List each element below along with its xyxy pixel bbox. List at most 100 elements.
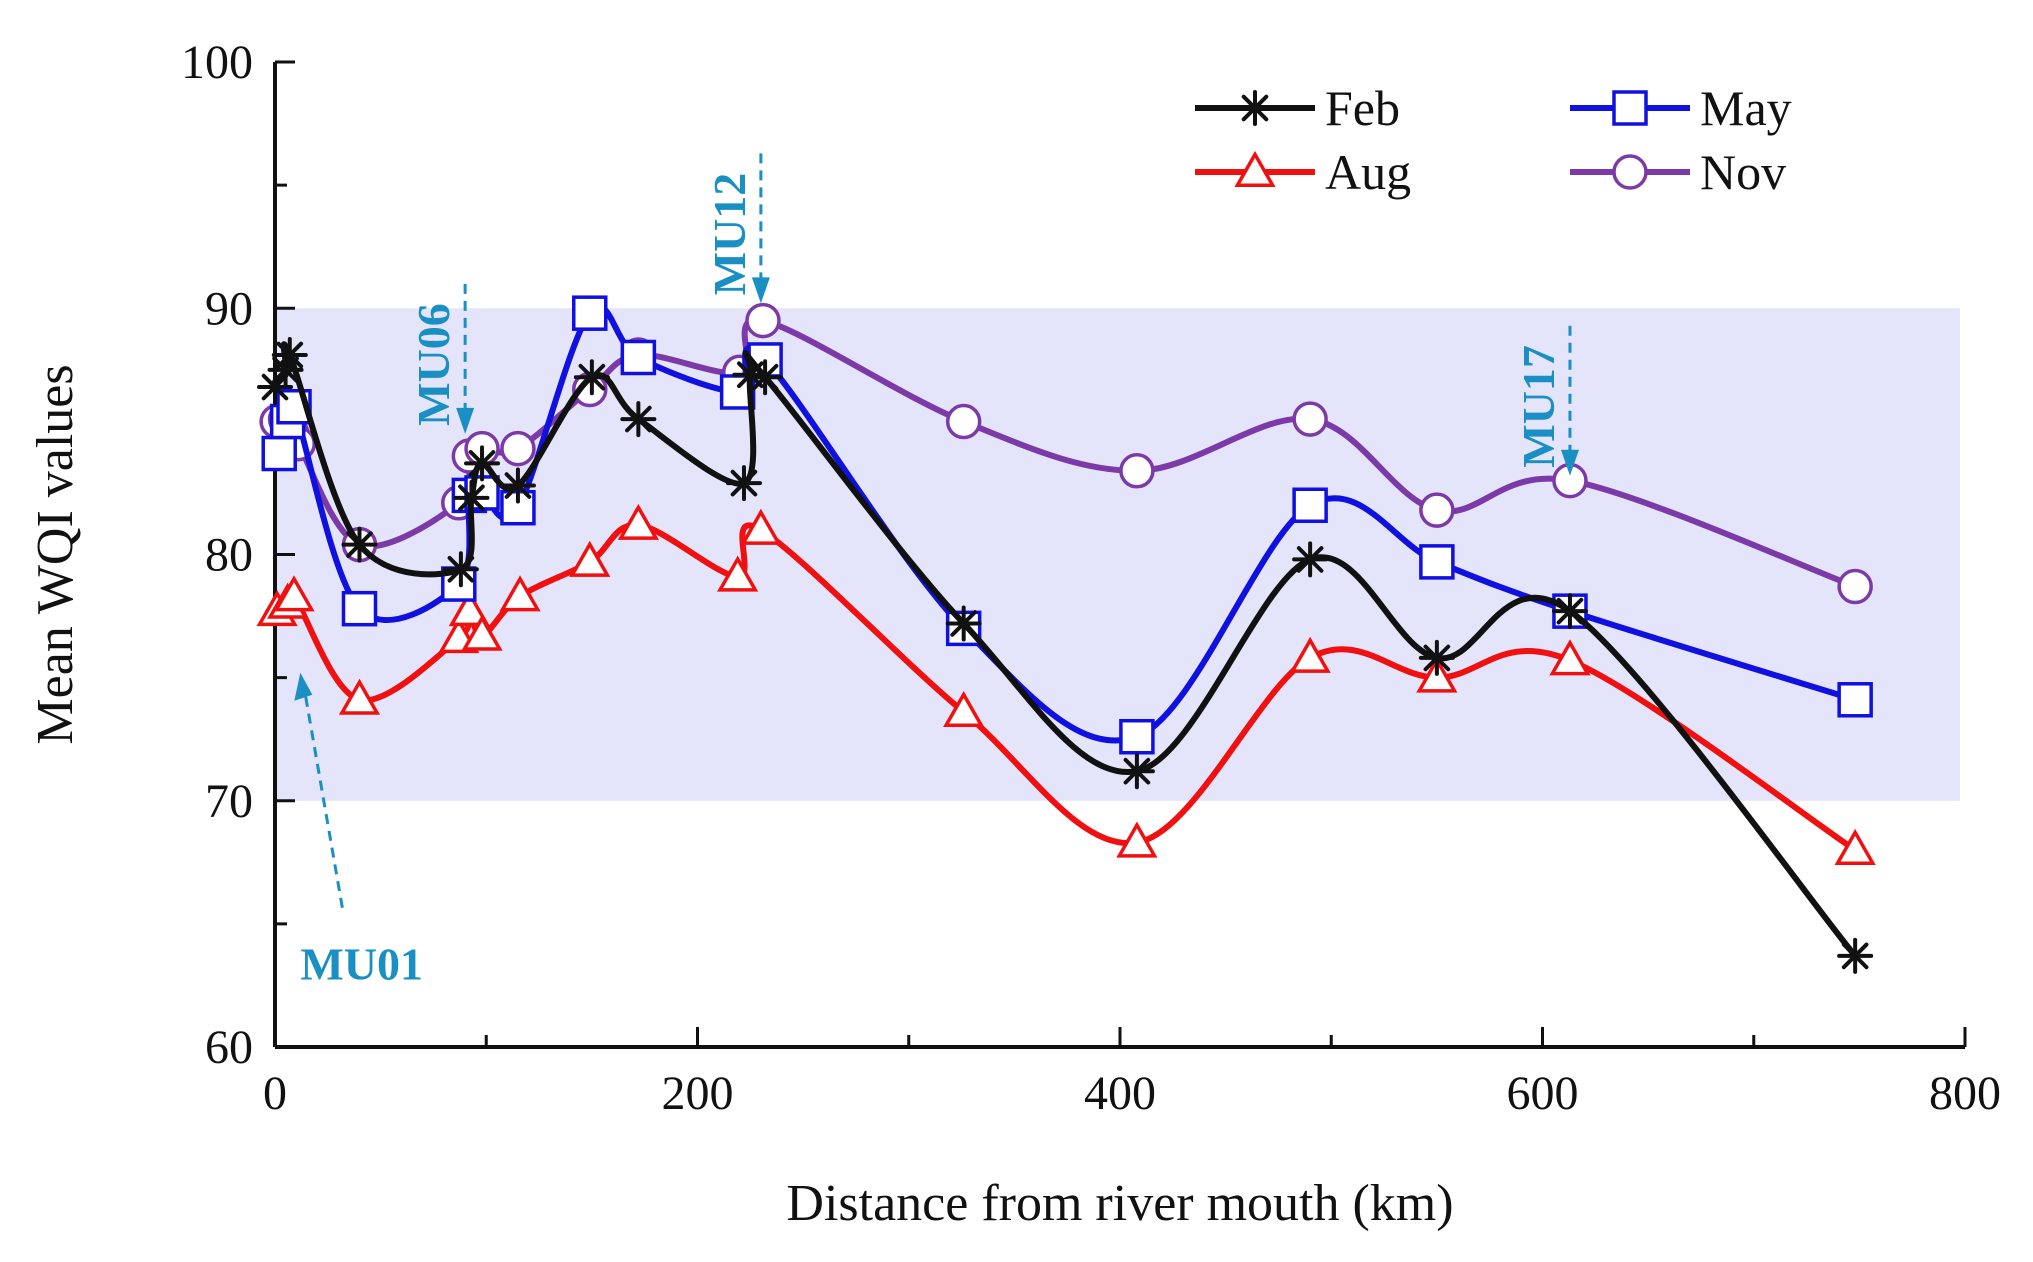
star-stroke [1556,597,1584,625]
x-tick-label: 800 [1929,1067,2001,1120]
data-point-may [341,590,378,627]
data-point-aug [1289,636,1331,673]
x-tick-label: 200 [662,1067,734,1120]
data-point-may [1837,682,1873,718]
star-stroke [468,450,496,477]
data-point-nov [1292,401,1328,437]
series-feb [257,337,1874,974]
annotations: MU01 MU06 MU12 MU17 [294,153,1579,990]
reference-band-layer [275,308,1960,801]
legend-marker-aug [1234,150,1276,187]
star-stroke [578,363,606,391]
data-point-nov [1119,453,1155,489]
y-tick-label: 70 [205,775,253,828]
data-point-aug [740,508,782,545]
data-point-aug [617,503,659,540]
legend-marker-may [1612,90,1648,126]
legend-entry-nov: Nov [1570,144,1786,200]
data-point-nov [1837,568,1873,605]
legend: Feb May Aug Nov [1195,80,1792,200]
annotation-mu01: MU01 [294,672,423,990]
star-stroke [1296,546,1324,573]
annotation-mu06: MU06 [408,283,475,434]
legend-label-nov: Nov [1700,144,1786,200]
annotation-label-mu06: MU06 [408,303,459,426]
series-aug [256,503,1876,865]
annotation-arrowhead-mu01 [294,672,313,701]
annotation-arrowhead-mu17 [1560,449,1579,476]
annotation-label-mu17: MU17 [1513,345,1564,468]
star-stroke [950,610,977,637]
annotation-label-mu01: MU01 [300,939,423,990]
series-lines [256,295,1876,974]
legend-label-aug: Aug [1325,144,1411,200]
annotation-arrowhead-mu06 [456,407,475,434]
star-stroke [1241,94,1269,122]
star-stroke [1423,644,1451,672]
data-point-feb [1551,593,1588,630]
y-tick-label: 80 [205,529,253,582]
legend-marker-nov [1612,154,1648,190]
data-point-may [1292,487,1328,523]
data-point-nov [1419,492,1455,528]
star-stroke [261,373,289,401]
star-stroke [346,531,373,558]
star-stroke [458,484,485,512]
x-tick-label: 400 [1084,1067,1156,1120]
data-point-feb [1118,753,1155,790]
legend-label-feb: Feb [1325,80,1400,136]
data-point-aug [1549,639,1591,676]
data-point-aug [569,540,611,577]
reference-band [275,308,1960,801]
data-point-feb [1837,937,1874,974]
data-point-feb [453,479,490,516]
data-point-aug [448,590,490,627]
data-point-aug [943,690,985,728]
annotation-arrow-mu01 [303,694,344,908]
star-stroke [276,341,304,369]
y-tick-label: 90 [205,282,253,335]
x-tick-label: 600 [1507,1067,1579,1120]
data-point-feb [573,359,610,396]
legend-entry-aug: Aug [1195,144,1411,200]
data-point-aug [717,555,759,592]
y-tick-label: 100 [181,36,253,89]
data-point-aug [1834,828,1876,865]
star-stroke [1123,757,1151,785]
data-point-feb [725,465,762,502]
star-stroke [504,472,532,499]
data-point-feb [341,526,378,563]
star-stroke [1841,942,1869,970]
data-point-aug [461,614,503,651]
annotation-label-mu12: MU12 [704,173,755,296]
data-point-may [1419,544,1455,580]
data-point-feb [945,605,982,642]
data-point-feb [747,359,784,396]
data-point-feb [1418,639,1455,676]
star-stroke [751,363,779,391]
series-line-feb [272,341,1858,958]
legend-label-may: May [1700,80,1792,136]
data-point-may [620,339,657,376]
data-point-may [1119,718,1155,755]
data-point-feb [620,401,657,438]
data-point-nov [745,302,781,339]
data-point-feb [271,337,308,374]
data-point-feb [499,467,536,504]
data-point-aug [499,575,541,612]
annotation-mu17: MU17 [1513,325,1579,476]
data-point-nov [945,403,982,440]
legend-entry-feb: Feb [1195,80,1400,136]
data-point-may [261,435,297,472]
annotation-arrowhead-mu12 [751,277,770,304]
star-stroke [730,469,758,497]
data-point-aug [273,575,315,612]
legend-marker-feb [1237,90,1273,126]
data-point-nov [500,430,536,467]
annotation-mu12: MU12 [704,153,770,304]
series-line-aug [275,521,1857,853]
data-point-aug [338,678,381,715]
axis-ticks: 60 70 80 90 100 0 200 400 600 800 [181,36,2001,1120]
star-stroke [447,555,475,583]
